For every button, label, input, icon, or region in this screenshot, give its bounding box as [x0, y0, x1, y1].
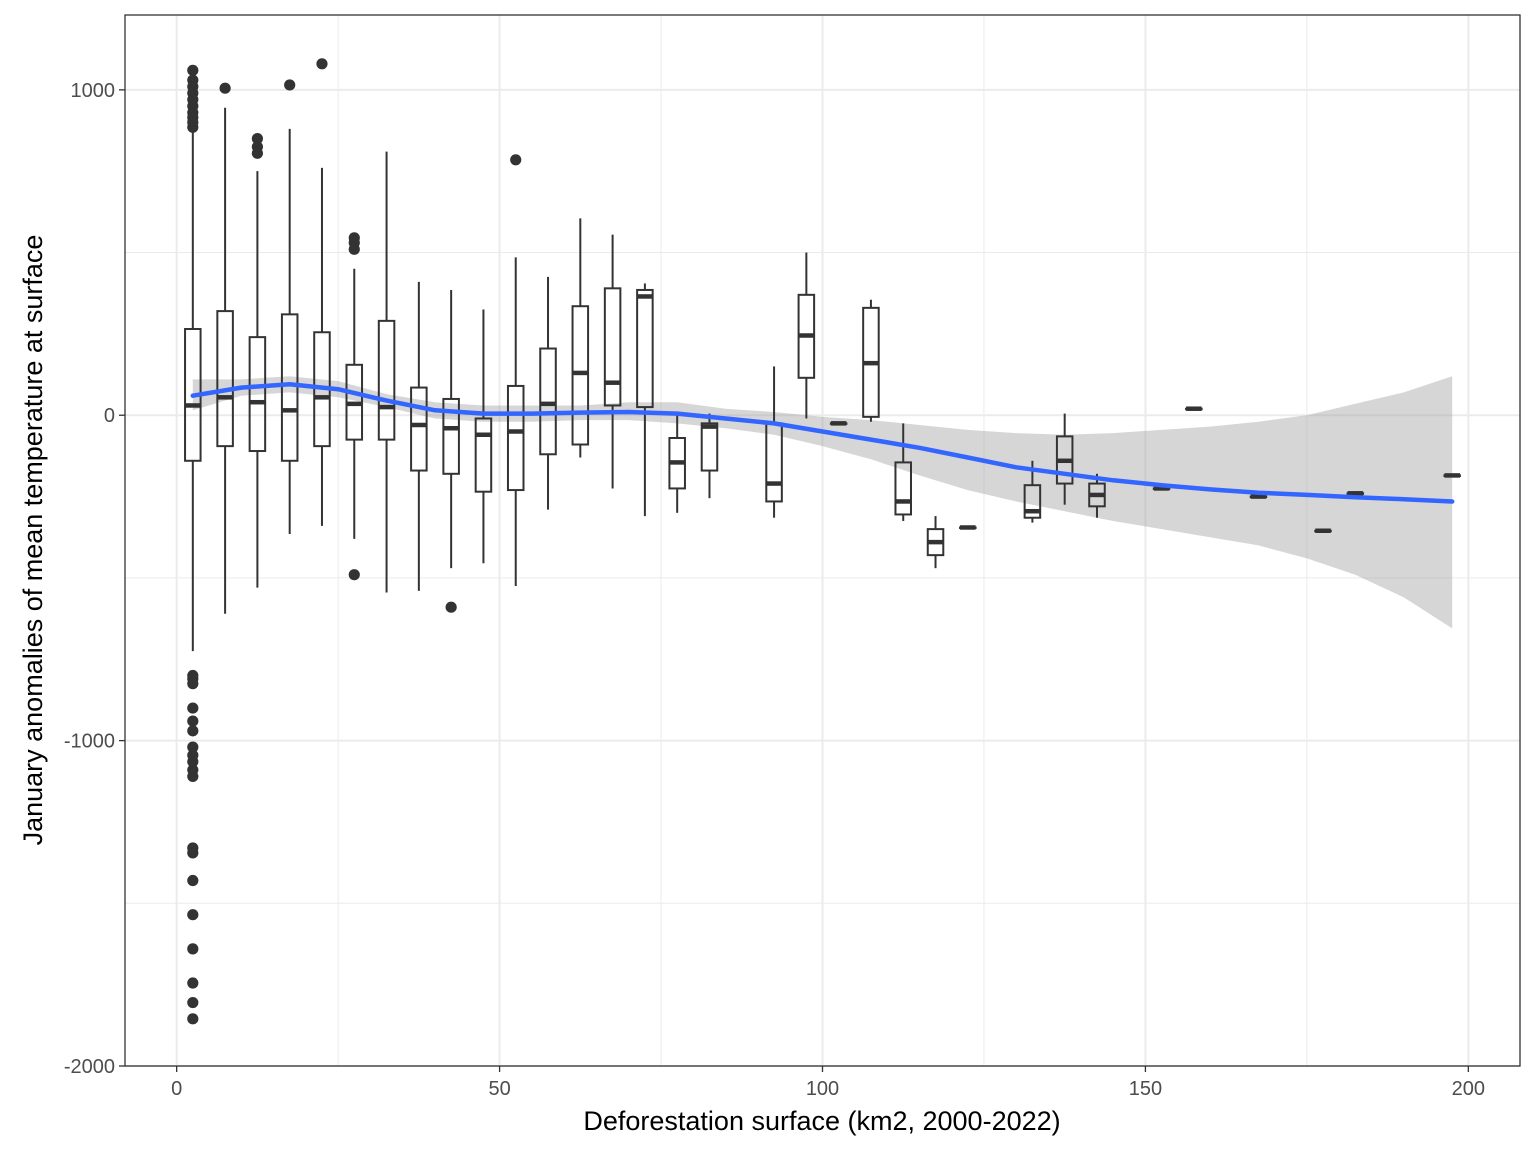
boxplot	[829, 421, 848, 426]
box	[539, 347, 557, 456]
boxplot	[474, 309, 493, 564]
box	[636, 288, 654, 409]
box	[248, 336, 267, 453]
boxplot	[1152, 486, 1171, 491]
box	[280, 313, 299, 462]
outlier-point	[251, 133, 263, 145]
boxplot	[248, 171, 267, 588]
boxplot	[345, 268, 364, 539]
boxplot	[442, 289, 460, 569]
boxplot	[410, 281, 428, 591]
outlier-point	[445, 601, 457, 613]
boxplot	[1249, 494, 1268, 499]
outlier-point	[187, 1013, 199, 1025]
boxplot	[1346, 491, 1365, 496]
boxplot	[603, 234, 622, 489]
boxplots	[184, 89, 1461, 652]
outlier-point	[251, 147, 263, 159]
x-tick-label: 0	[171, 1078, 182, 1100]
x-tick-label: 100	[806, 1078, 839, 1100]
y-tick-label: -2000	[64, 1056, 115, 1078]
boxplot	[539, 276, 557, 510]
box	[410, 386, 428, 472]
ribbon-area	[192, 376, 1453, 629]
boxplot	[1185, 406, 1203, 411]
smooth-curve	[190, 382, 1455, 504]
boxplot	[1023, 460, 1042, 523]
box	[442, 397, 460, 475]
outlier-point	[510, 154, 522, 166]
outlier-point	[187, 725, 199, 737]
boxplot	[1088, 473, 1106, 518]
box	[474, 417, 493, 493]
box	[700, 422, 719, 472]
outlier-point	[187, 874, 199, 887]
boxplot	[571, 218, 590, 458]
axes: 0 50 100 150 200 -2000 -1000 0 1000	[64, 80, 1485, 1100]
outlier-point	[187, 756, 199, 768]
box	[377, 319, 396, 441]
boxplot	[216, 107, 234, 614]
boxplot	[668, 415, 686, 513]
outlier-point	[348, 243, 360, 255]
boxplot	[797, 252, 816, 419]
outlier-point	[187, 977, 199, 989]
outlier-point	[219, 82, 231, 94]
boxplot	[1314, 528, 1332, 533]
box	[1023, 484, 1042, 519]
x-tick-label: 150	[1129, 1078, 1162, 1100]
boxplot	[959, 525, 977, 530]
outlier-point	[187, 678, 199, 690]
outlier-point	[187, 64, 199, 76]
confidence-ribbon	[192, 376, 1453, 629]
outlier-point	[187, 847, 199, 859]
y-tick-label: 1000	[71, 80, 116, 102]
boxplot	[1055, 413, 1074, 505]
x-axis-title: Deforestation surface (km2, 2000-2022)	[583, 1106, 1060, 1136]
boxplot	[636, 283, 654, 517]
y-axis-title: January anomalies of mean temperature at…	[18, 235, 48, 846]
box	[603, 287, 622, 407]
x-tick-label: 200	[1452, 1078, 1485, 1100]
outlier-point	[187, 715, 199, 727]
outlier-point	[187, 121, 199, 133]
outlier-point	[348, 569, 360, 581]
outlier-point	[187, 770, 199, 783]
outlier-point	[284, 79, 296, 91]
boxplot	[926, 516, 945, 569]
box	[571, 305, 590, 446]
outlier-point	[187, 996, 199, 1009]
box	[506, 384, 525, 492]
boxplot	[506, 257, 525, 587]
outlier-point	[187, 741, 199, 753]
outlier-point	[316, 58, 328, 70]
outliers	[187, 58, 522, 1025]
grid	[125, 15, 1520, 1067]
outlier-point	[187, 909, 199, 921]
boxplot	[1443, 473, 1461, 478]
outlier-point	[187, 943, 199, 955]
box	[216, 310, 234, 448]
box	[894, 461, 912, 516]
smooth-line	[190, 382, 1455, 504]
boxplot	[862, 299, 880, 422]
x-tick-label: 50	[488, 1078, 510, 1100]
outlier-point	[187, 702, 199, 714]
boxplot	[280, 128, 299, 534]
box	[765, 422, 783, 503]
y-tick-label: 0	[104, 405, 115, 427]
y-tick-label: -1000	[64, 731, 115, 753]
boxplot	[377, 151, 396, 593]
